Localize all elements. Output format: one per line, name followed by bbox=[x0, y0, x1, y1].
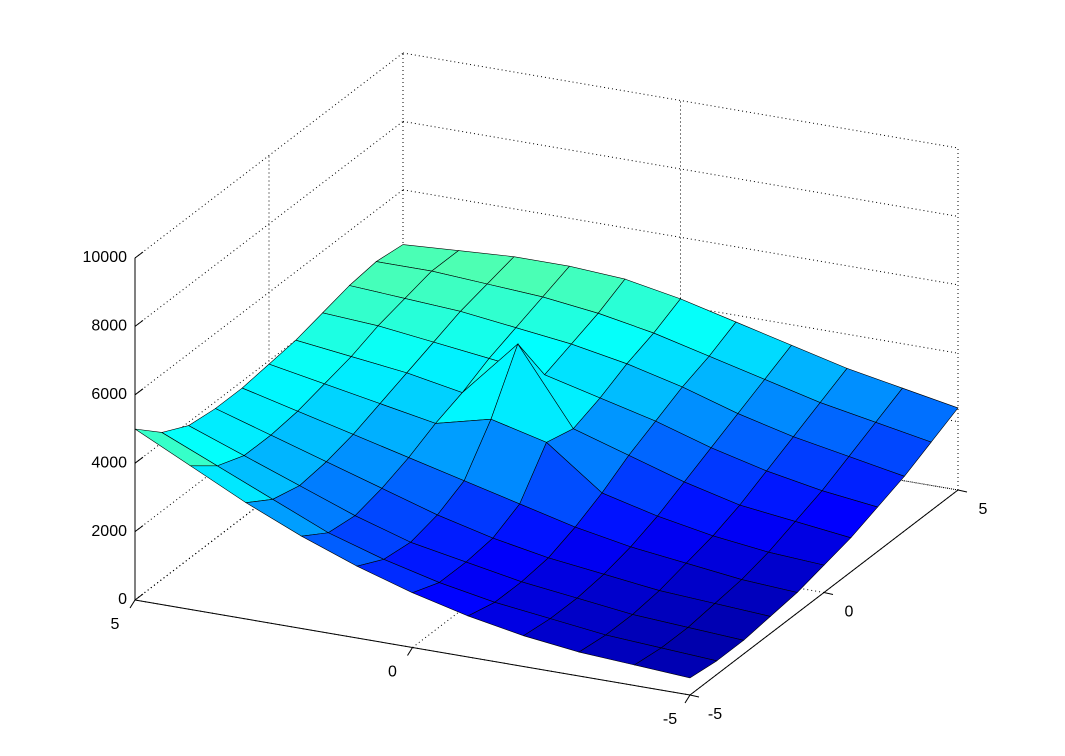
x-tick-label: -5 bbox=[708, 706, 722, 723]
y-tick bbox=[407, 647, 413, 656]
x-tick bbox=[957, 489, 968, 493]
z-tick-label: 6000 bbox=[91, 386, 127, 403]
x-tick-label: 5 bbox=[979, 501, 988, 518]
x-tick-label: 0 bbox=[845, 604, 854, 621]
y-tick-label: 5 bbox=[111, 616, 120, 633]
y-tick-label: -5 bbox=[663, 711, 677, 728]
z-tick bbox=[134, 388, 144, 396]
grid-line bbox=[134, 52, 404, 259]
z-tick-label: 4000 bbox=[91, 454, 127, 471]
z-tick bbox=[134, 251, 144, 259]
grid-line bbox=[134, 121, 404, 327]
z-tick-label: 2000 bbox=[91, 523, 127, 540]
z-tick-label: 8000 bbox=[91, 318, 127, 335]
z-tick bbox=[134, 319, 144, 327]
z-tick-label: 0 bbox=[118, 591, 127, 608]
z-tick bbox=[134, 456, 144, 464]
x-axis bbox=[689, 489, 959, 696]
x-tick bbox=[689, 694, 700, 698]
y-axis bbox=[134, 599, 691, 696]
surface-patch bbox=[633, 647, 718, 679]
grid-line bbox=[134, 189, 404, 396]
y-tick bbox=[129, 599, 136, 609]
z-tick bbox=[134, 525, 144, 532]
z-tick-label: 10000 bbox=[83, 249, 128, 266]
x-tick bbox=[823, 592, 834, 595]
y-tick bbox=[684, 694, 691, 704]
y-tick-label: 0 bbox=[388, 664, 397, 681]
